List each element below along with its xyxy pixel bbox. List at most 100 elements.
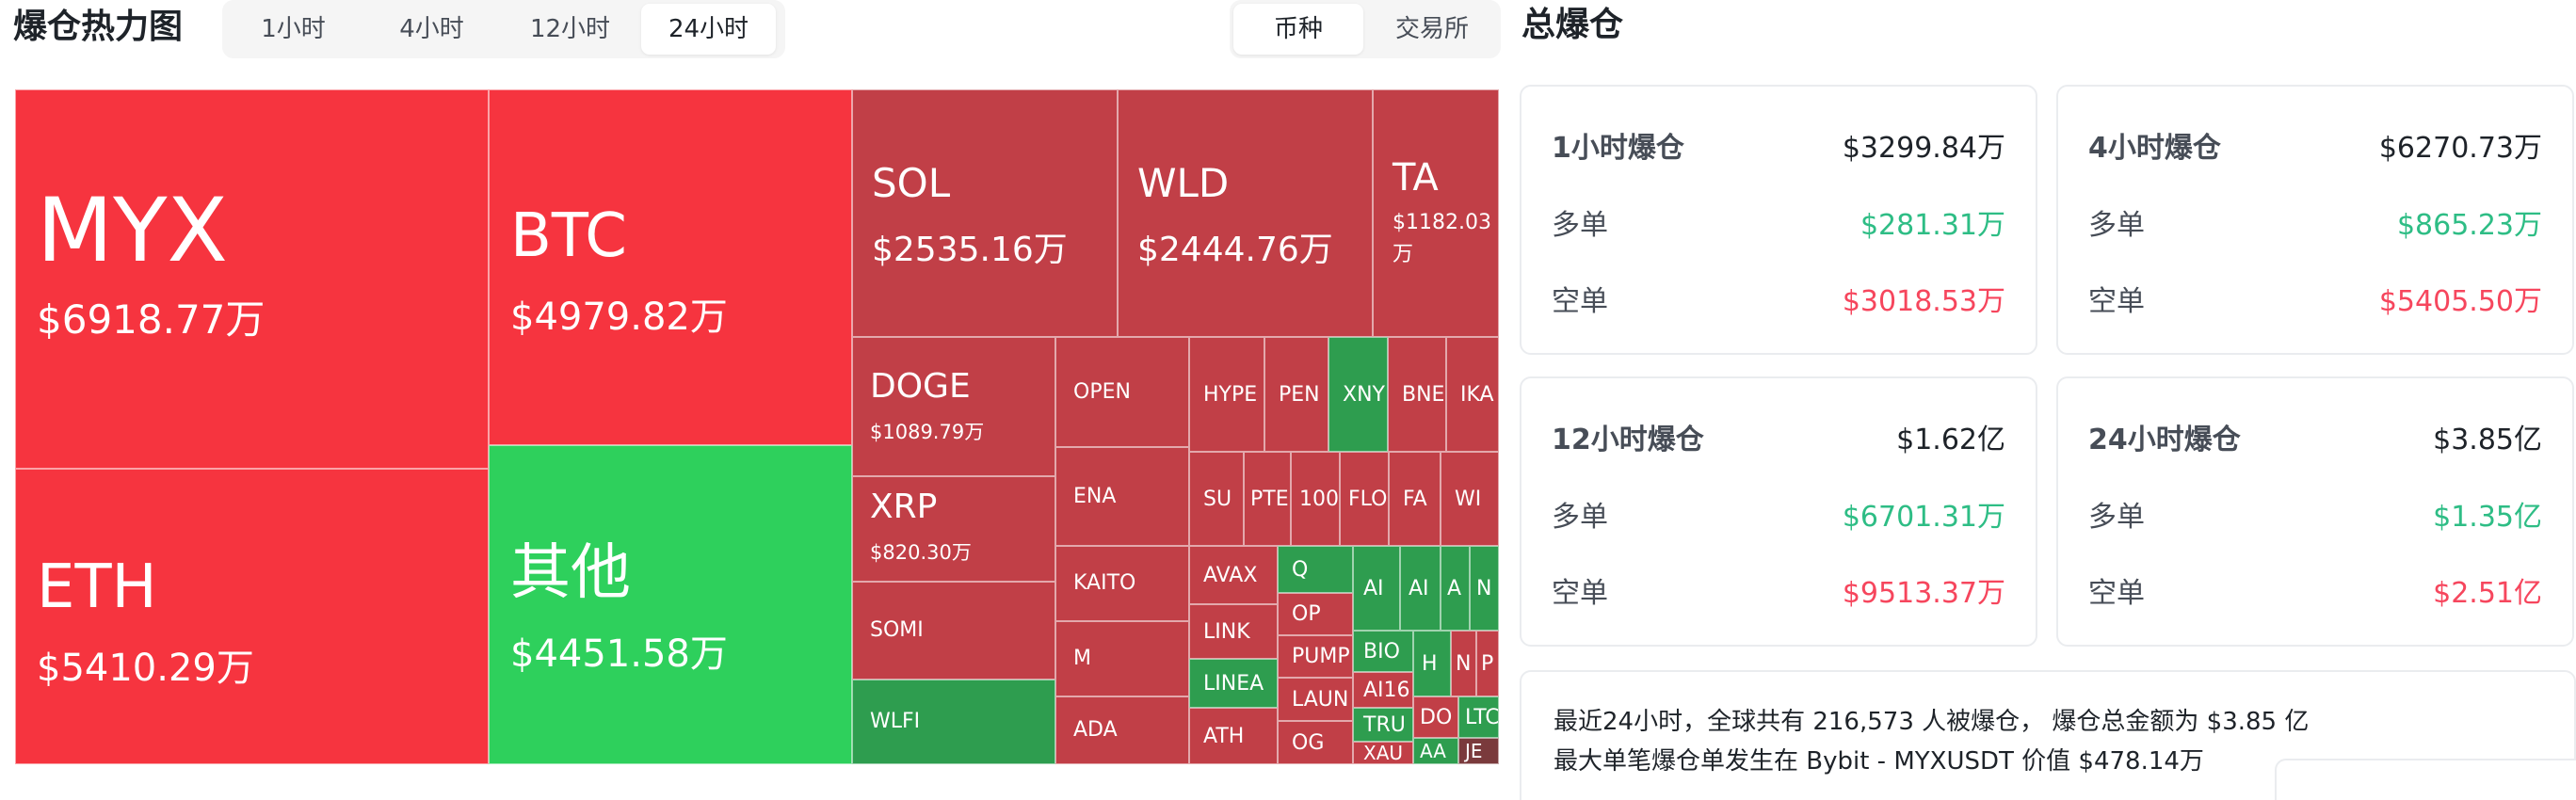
treemap-cell-doge[interactable]: DOGE $1089.79万 [852,337,1055,476]
cell-symbol: OG [1292,730,1325,755]
treemap-cell-somi[interactable]: SOMI [852,582,1055,680]
tab-1h[interactable]: 1小时 [261,15,326,43]
cell-symbol: BNE [1402,382,1445,407]
stats-period-label: 12小时爆仓 [1552,424,1704,456]
treemap-cell-aa[interactable]: AA [1413,738,1458,764]
treemap-cell-op[interactable]: OP [1278,593,1353,635]
cell-symbol: JE [1465,740,1483,762]
treemap-cell-myx[interactable]: MYX $6918.77万 [15,89,489,469]
cell-symbol: OPEN [1073,379,1131,404]
treemap-cell-avax[interactable]: AVAX [1189,546,1278,604]
liquidation-treemap: MYX $6918.77万 ETH $5410.29万 BTC $4979.82… [15,89,1499,764]
cell-symbol: DOGE [870,367,971,406]
cell-symbol: LINK [1203,619,1250,644]
cell-symbol: N [1456,651,1472,676]
treemap-cell-ta[interactable]: TA $1182.03万 [1373,89,1499,337]
cell-symbol: M [1073,647,1091,670]
cell-symbol: ETH [37,552,157,622]
cell-symbol: LINEA [1203,671,1264,696]
treemap-cell-og[interactable]: OG [1278,721,1353,764]
treemap-cell-a[interactable]: A [1441,546,1470,631]
treemap-cell-n[interactable]: N [1470,546,1499,631]
treemap-cell-btc[interactable]: BTC $4979.82万 [489,89,852,445]
treemap-cell-ada[interactable]: ADA [1055,696,1189,764]
cell-amount: $4979.82万 [510,296,728,339]
treemap-cell-p[interactable]: P [1476,631,1499,696]
treemap-cell-100[interactable]: 100 [1291,452,1340,546]
tab-by-coin[interactable]: 币种 [1233,4,1363,55]
cell-symbol: IKA [1460,382,1494,407]
cell-symbol: AA [1420,740,1446,762]
tab-4h[interactable]: 4小时 [399,15,464,43]
treemap-cell-wld[interactable]: WLD $2444.76万 [1118,89,1373,337]
tab-12h[interactable]: 12小时 [529,15,611,43]
treemap-cell-pump[interactable]: PUMP [1278,635,1353,678]
treemap-cell-pen[interactable]: PEN [1264,337,1328,452]
treemap-cell-link[interactable]: LINK [1189,604,1278,659]
treemap-cell-ena[interactable]: ENA [1055,447,1189,546]
treemap-cell-ai-1[interactable]: AI [1353,546,1400,631]
treemap-cell-wlfi[interactable]: WLFI [852,680,1055,764]
short-value: $5405.50万 [2378,285,2542,318]
treemap-cell-bio[interactable]: BIO [1353,631,1413,672]
treemap-cell-ltc[interactable]: LTC [1458,696,1499,738]
stats-period-label: 1小时爆仓 [1552,132,1684,165]
treemap-cell-q[interactable]: Q [1278,546,1353,593]
long-label: 多单 [1552,209,1608,242]
treemap-cell-h[interactable]: H [1413,631,1451,696]
stats-card-1h: 1小时爆仓 $3299.84万 多单 $281.31万 空单 $3018.53万 [1520,85,2037,355]
stats-short-row: 空单 $3018.53万 [1552,280,2005,318]
summary-line-largest: 最大单笔爆仓单发生在 Bybit - MYXUSDT 价值 $478.14万 [1554,747,2204,776]
treemap-cell-sol[interactable]: SOL $2535.16万 [852,89,1118,337]
treemap-cell-ath[interactable]: ATH [1189,708,1278,764]
time-range-tabs: 1小时 4小时 12小时 24小时 [222,0,785,58]
treemap-cell-xny[interactable]: XNY [1328,337,1388,452]
stats-long-row: 多单 $1.35亿 [2088,495,2542,534]
long-value: $1.35亿 [2433,501,2542,534]
cell-symbol: AI16 [1363,678,1410,702]
total-liquidation-title: 总爆仓 [1521,6,1624,44]
treemap-cell-n2[interactable]: N [1451,631,1476,696]
treemap-cell-tru[interactable]: TRU [1353,708,1413,742]
stats-short-row: 空单 $5405.50万 [2088,280,2542,318]
treemap-cell-eth[interactable]: ETH $5410.29万 [15,469,489,764]
treemap-cell-flo[interactable]: FLO [1340,452,1389,546]
cell-symbol: HYPE [1203,382,1258,407]
treemap-cell-open[interactable]: OPEN [1055,337,1189,447]
treemap-cell-je[interactable]: JE [1458,738,1499,764]
tab-by-exchange[interactable]: 交易所 [1394,15,1469,43]
treemap-cell-sui[interactable]: SU [1189,452,1244,546]
cell-symbol: MYX [37,180,228,282]
cell-symbol: WLD [1137,160,1230,206]
treemap-cell-fa[interactable]: FA [1389,452,1441,546]
treemap-cell-linea[interactable]: LINEA [1189,659,1278,708]
treemap-cell-ai16[interactable]: AI16 [1353,672,1413,708]
treemap-cell-laun[interactable]: LAUN [1278,678,1353,721]
cell-symbol: KAITO [1073,571,1136,595]
tab-24h[interactable]: 24小时 [641,4,776,55]
treemap-cell-xrp[interactable]: XRP $820.30万 [852,476,1055,582]
treemap-cell-hype[interactable]: HYPE [1189,337,1264,452]
treemap-cell-bnb[interactable]: BNE [1388,337,1446,452]
cell-symbol: P [1481,651,1494,676]
heatmap-title: 爆仓热力图 [13,8,184,46]
treemap-cell-pte[interactable]: PTE [1244,452,1291,546]
cell-symbol: SOMI [870,618,924,642]
cell-amount: $1089.79万 [870,421,985,443]
stats-short-row: 空单 $2.51亿 [2088,571,2542,610]
treemap-cell-do[interactable]: DO [1413,696,1458,738]
treemap-cell-ai-2[interactable]: AI [1400,546,1441,631]
cell-symbol: FA [1403,487,1427,511]
treemap-cell-other[interactable]: 其他 $4451.58万 [489,445,852,764]
cell-symbol: PUMP [1292,645,1350,668]
treemap-cell-m[interactable]: M [1055,621,1189,696]
stats-period-label: 4小时爆仓 [2088,132,2221,165]
short-label: 空单 [1552,285,1608,318]
treemap-cell-kaito[interactable]: KAITO [1055,546,1189,621]
treemap-cell-xau[interactable]: XAU [1353,742,1413,764]
treemap-cell-ika[interactable]: IKA [1446,337,1499,452]
stats-total-value: $1.62亿 [1896,424,2005,456]
liquidation-summary: 最近24小时，全球共有 216,573 人被爆仓， 爆仓总金额为 $3.85 亿… [1520,670,2576,800]
treemap-cell-wi[interactable]: WI [1441,452,1499,546]
cell-symbol: LAUN [1292,687,1349,712]
